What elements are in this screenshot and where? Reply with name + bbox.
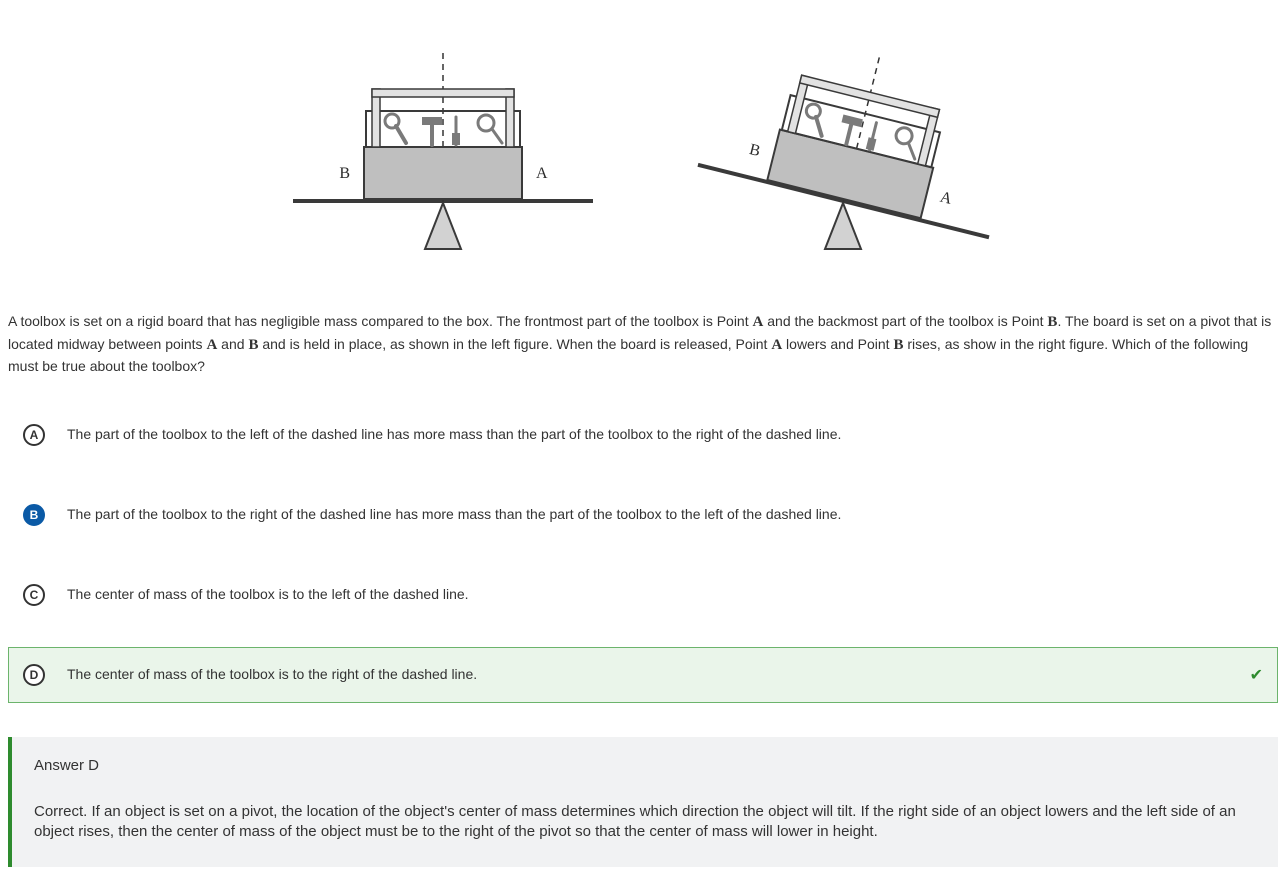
point-b-1: B — [1047, 314, 1057, 330]
stem-mid3: and — [217, 336, 248, 352]
explanation-body: Correct. If an object is set on a pivot,… — [34, 802, 1256, 843]
question-figure: B A B A — [8, 8, 1278, 301]
choice-d[interactable]: D The center of mass of the toolbox is to… — [8, 647, 1278, 703]
answer-choices: A The part of the toolbox to the left of … — [8, 407, 1278, 727]
choice-bubble-a[interactable]: A — [23, 424, 45, 446]
point-a-1: A — [753, 314, 764, 330]
stem-mid5: lowers and Point — [782, 336, 893, 352]
choice-text-d: The center of mass of the toolbox is to … — [67, 665, 1238, 685]
answer-explanation: Answer D Correct. If an object is set on… — [8, 737, 1278, 867]
svg-text:B: B — [339, 165, 350, 182]
choice-bubble-d[interactable]: D — [23, 664, 45, 686]
stem-pre: A toolbox is set on a rigid board that h… — [8, 313, 753, 329]
svg-text:A: A — [938, 189, 954, 208]
point-b-3: B — [893, 337, 903, 353]
choice-c[interactable]: C The center of mass of the toolbox is to… — [8, 567, 1278, 623]
stem-mid1: and the backmost part of the toolbox is … — [763, 313, 1047, 329]
choice-b[interactable]: B The part of the toolbox to the right of… — [8, 487, 1278, 543]
toolbox-diagram-svg: B A B A — [183, 18, 1103, 278]
svg-text:B: B — [747, 141, 761, 160]
explanation-heading: Answer D — [34, 757, 1256, 774]
choice-bubble-c[interactable]: C — [23, 584, 45, 606]
choice-a[interactable]: A The part of the toolbox to the left of … — [8, 407, 1278, 463]
point-b-2: B — [248, 337, 258, 353]
stem-mid4: and is held in place, as shown in the le… — [258, 336, 771, 352]
svg-text:A: A — [536, 165, 548, 182]
choice-text-b: The part of the toolbox to the right of … — [67, 505, 1263, 525]
choice-bubble-b[interactable]: B — [23, 504, 45, 526]
point-a-3: A — [771, 337, 782, 353]
check-icon: ✔ — [1250, 665, 1263, 685]
question-stem: A toolbox is set on a rigid board that h… — [8, 311, 1278, 377]
choice-text-c: The center of mass of the toolbox is to … — [67, 585, 1263, 605]
point-a-2: A — [206, 337, 217, 353]
choice-text-a: The part of the toolbox to the left of t… — [67, 425, 1263, 445]
